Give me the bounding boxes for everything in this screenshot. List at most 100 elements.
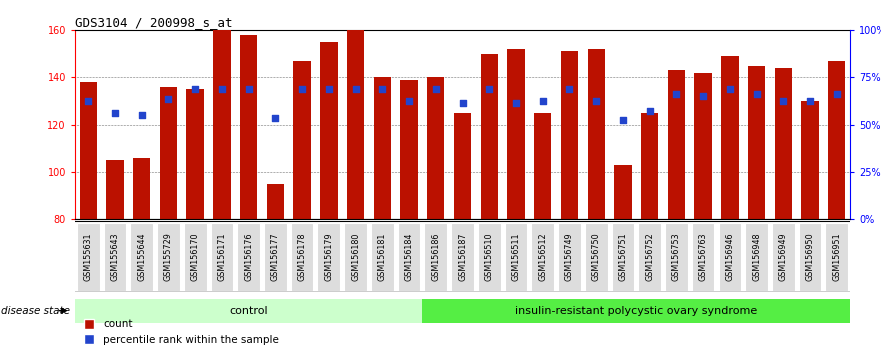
FancyBboxPatch shape bbox=[211, 223, 233, 291]
Text: GSM155631: GSM155631 bbox=[84, 232, 93, 281]
Text: GSM156511: GSM156511 bbox=[512, 232, 521, 281]
FancyBboxPatch shape bbox=[799, 223, 821, 291]
Bar bbox=[722, 56, 738, 219]
Point bbox=[509, 101, 523, 106]
Text: GSM156946: GSM156946 bbox=[725, 232, 735, 281]
Point bbox=[135, 113, 149, 118]
Bar bbox=[802, 101, 818, 219]
Point bbox=[269, 115, 283, 120]
Bar bbox=[400, 80, 418, 219]
Bar bbox=[79, 82, 97, 219]
Bar bbox=[320, 42, 337, 219]
Bar bbox=[427, 78, 445, 219]
FancyBboxPatch shape bbox=[665, 223, 688, 291]
FancyBboxPatch shape bbox=[425, 223, 448, 291]
FancyBboxPatch shape bbox=[397, 223, 420, 291]
Text: GSM156180: GSM156180 bbox=[352, 233, 360, 281]
Text: GSM156950: GSM156950 bbox=[805, 232, 815, 281]
Point bbox=[670, 91, 684, 97]
Point bbox=[562, 86, 576, 92]
FancyBboxPatch shape bbox=[558, 223, 581, 291]
Text: GSM156187: GSM156187 bbox=[458, 232, 467, 281]
Bar bbox=[641, 113, 658, 219]
FancyBboxPatch shape bbox=[745, 223, 768, 291]
Point bbox=[722, 86, 737, 92]
Bar bbox=[588, 49, 605, 219]
Bar bbox=[614, 165, 632, 219]
Text: control: control bbox=[229, 306, 268, 316]
Bar bbox=[668, 70, 685, 219]
Text: GSM156184: GSM156184 bbox=[404, 233, 413, 281]
Legend: count, percentile rank within the sample: count, percentile rank within the sample bbox=[80, 315, 283, 349]
Text: GSM156951: GSM156951 bbox=[833, 232, 841, 281]
Point bbox=[429, 86, 443, 92]
Text: GSM156171: GSM156171 bbox=[218, 232, 226, 281]
Point bbox=[642, 108, 656, 113]
FancyBboxPatch shape bbox=[344, 223, 367, 291]
Text: GSM156178: GSM156178 bbox=[298, 232, 307, 281]
FancyBboxPatch shape bbox=[639, 223, 661, 291]
Text: GDS3104 / 200998_s_at: GDS3104 / 200998_s_at bbox=[75, 16, 233, 29]
FancyBboxPatch shape bbox=[505, 223, 528, 291]
Bar bbox=[133, 158, 151, 219]
Point bbox=[696, 93, 710, 99]
FancyBboxPatch shape bbox=[611, 223, 634, 291]
Point bbox=[830, 91, 844, 97]
Point bbox=[108, 110, 122, 116]
Bar bbox=[213, 30, 231, 219]
Text: GSM155729: GSM155729 bbox=[164, 232, 173, 281]
Point bbox=[375, 86, 389, 92]
Text: GSM155643: GSM155643 bbox=[110, 232, 120, 281]
Bar bbox=[107, 160, 123, 219]
Text: GSM155644: GSM155644 bbox=[137, 232, 146, 281]
Point bbox=[161, 96, 175, 102]
Point bbox=[215, 86, 229, 92]
Bar bbox=[561, 51, 578, 219]
Text: GSM156948: GSM156948 bbox=[752, 232, 761, 281]
Text: GSM156510: GSM156510 bbox=[485, 232, 493, 281]
Bar bbox=[267, 184, 284, 219]
Text: GSM156752: GSM156752 bbox=[645, 232, 655, 281]
FancyBboxPatch shape bbox=[422, 299, 850, 322]
FancyBboxPatch shape bbox=[317, 223, 340, 291]
Bar bbox=[374, 78, 391, 219]
Point bbox=[322, 86, 336, 92]
Bar bbox=[694, 73, 712, 219]
Text: GSM156176: GSM156176 bbox=[244, 232, 253, 281]
Point bbox=[589, 98, 603, 104]
FancyBboxPatch shape bbox=[772, 223, 795, 291]
Text: GSM156177: GSM156177 bbox=[270, 232, 280, 281]
Text: disease state: disease state bbox=[1, 306, 70, 316]
FancyBboxPatch shape bbox=[157, 223, 180, 291]
Bar bbox=[159, 87, 177, 219]
FancyBboxPatch shape bbox=[585, 223, 608, 291]
Point bbox=[295, 86, 309, 92]
Point bbox=[616, 117, 630, 123]
Text: GSM156186: GSM156186 bbox=[432, 233, 440, 281]
FancyBboxPatch shape bbox=[478, 223, 500, 291]
FancyBboxPatch shape bbox=[130, 223, 153, 291]
Point bbox=[349, 86, 363, 92]
Bar bbox=[454, 113, 471, 219]
Bar bbox=[534, 113, 552, 219]
FancyBboxPatch shape bbox=[184, 223, 206, 291]
FancyBboxPatch shape bbox=[692, 223, 714, 291]
Point bbox=[803, 98, 817, 104]
FancyBboxPatch shape bbox=[825, 223, 848, 291]
FancyBboxPatch shape bbox=[531, 223, 554, 291]
FancyBboxPatch shape bbox=[371, 223, 394, 291]
Text: GSM156170: GSM156170 bbox=[190, 232, 200, 281]
Text: GSM156753: GSM156753 bbox=[672, 232, 681, 281]
Text: GSM156179: GSM156179 bbox=[324, 232, 333, 281]
Point bbox=[402, 98, 416, 104]
Bar bbox=[774, 68, 792, 219]
FancyBboxPatch shape bbox=[291, 223, 314, 291]
FancyBboxPatch shape bbox=[451, 223, 474, 291]
Text: GSM156181: GSM156181 bbox=[378, 233, 387, 281]
Bar bbox=[828, 61, 846, 219]
FancyBboxPatch shape bbox=[77, 223, 100, 291]
Bar bbox=[293, 61, 311, 219]
Text: GSM156751: GSM156751 bbox=[618, 232, 627, 281]
FancyBboxPatch shape bbox=[75, 299, 422, 322]
Point bbox=[750, 91, 764, 97]
